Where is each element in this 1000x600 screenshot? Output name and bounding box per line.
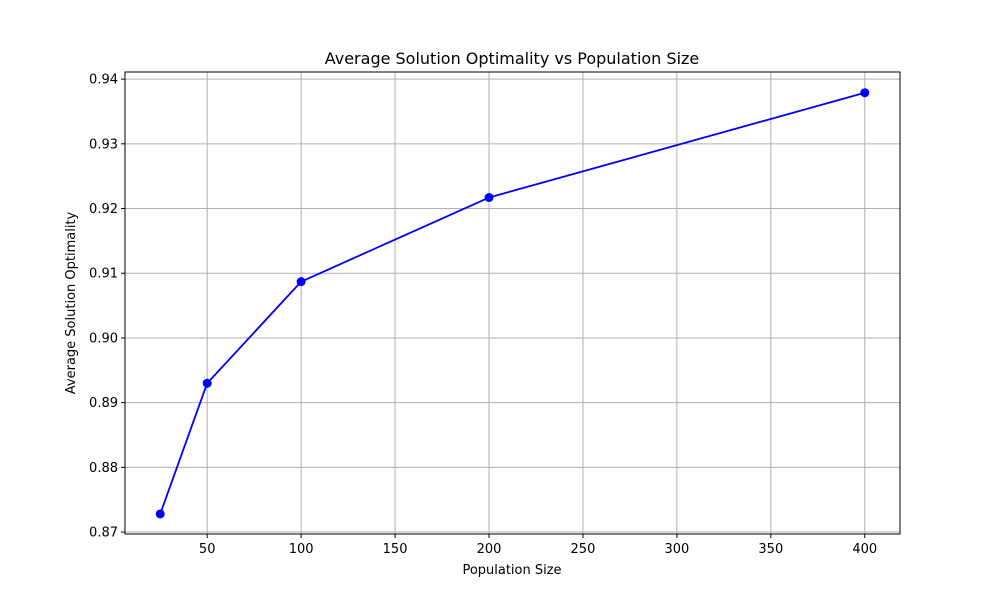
x-axis-label: Population Size (462, 563, 561, 578)
data-series (155, 88, 870, 519)
y-tick-label: 0.88 (89, 461, 118, 476)
y-tick-label: 0.92 (89, 202, 118, 217)
y-tick-label: 0.93 (89, 137, 118, 152)
x-tick-label: 50 (199, 542, 216, 557)
axis-ticks: 50 100 150 200 250 300 350 400 0.87 0.88 0.89 0.90 0… (89, 73, 877, 557)
y-axis-label: Average Solution Optimality (64, 211, 79, 394)
plot-area-frame (124, 71, 901, 535)
grid (125, 72, 900, 534)
data-point (202, 378, 212, 388)
data-point (155, 509, 165, 519)
series-line (159, 91, 866, 515)
y-tick-label: 0.89 (89, 396, 118, 411)
x-tick-label: 350 (758, 542, 783, 557)
x-tick-label: 400 (852, 542, 877, 557)
y-tick-label: 0.94 (89, 73, 118, 88)
data-point (484, 193, 494, 203)
data-point (296, 277, 306, 287)
y-tick-label: 0.90 (89, 331, 118, 346)
y-tick-label: 0.87 (89, 526, 118, 541)
x-tick-label: 200 (477, 542, 502, 557)
y-tick-label: 0.91 (89, 267, 118, 282)
x-tick-label: 150 (383, 542, 408, 557)
x-tick-label: 300 (664, 542, 689, 557)
x-tick-label: 100 (289, 542, 314, 557)
chart-title: Average Solution Optimality vs Populatio… (325, 49, 700, 68)
x-tick-label: 250 (571, 542, 596, 557)
data-point (860, 88, 870, 98)
